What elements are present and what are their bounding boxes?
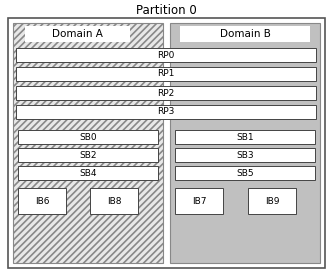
Bar xyxy=(25,26,130,42)
Text: IB8: IB8 xyxy=(107,197,121,205)
Bar xyxy=(16,67,316,81)
Text: IB6: IB6 xyxy=(35,197,49,205)
Bar xyxy=(175,166,315,180)
Bar xyxy=(18,188,66,214)
Bar xyxy=(13,23,163,263)
Text: SB4: SB4 xyxy=(79,168,97,177)
Text: Domain A: Domain A xyxy=(52,29,103,39)
Bar xyxy=(90,188,138,214)
Bar xyxy=(18,166,158,180)
Bar xyxy=(18,148,158,162)
Text: SB1: SB1 xyxy=(236,133,254,142)
Text: Partition 0: Partition 0 xyxy=(136,4,197,16)
Bar xyxy=(180,26,310,42)
Bar xyxy=(175,130,315,144)
Bar xyxy=(175,148,315,162)
Text: RP0: RP0 xyxy=(157,51,175,59)
Text: RP2: RP2 xyxy=(158,88,174,98)
Text: SB3: SB3 xyxy=(236,150,254,160)
Bar xyxy=(175,188,223,214)
Bar xyxy=(170,23,320,263)
Text: Domain B: Domain B xyxy=(219,29,270,39)
Bar xyxy=(248,188,296,214)
Text: IB7: IB7 xyxy=(192,197,206,205)
Bar xyxy=(18,130,158,144)
Text: RP1: RP1 xyxy=(157,70,175,78)
Text: SB2: SB2 xyxy=(79,150,97,160)
Bar xyxy=(16,86,316,100)
Bar xyxy=(16,48,316,62)
Text: SB5: SB5 xyxy=(236,168,254,177)
Bar xyxy=(8,18,325,268)
Bar xyxy=(16,105,316,119)
Text: IB9: IB9 xyxy=(265,197,279,205)
Text: RP3: RP3 xyxy=(157,108,175,116)
Text: SB0: SB0 xyxy=(79,133,97,142)
